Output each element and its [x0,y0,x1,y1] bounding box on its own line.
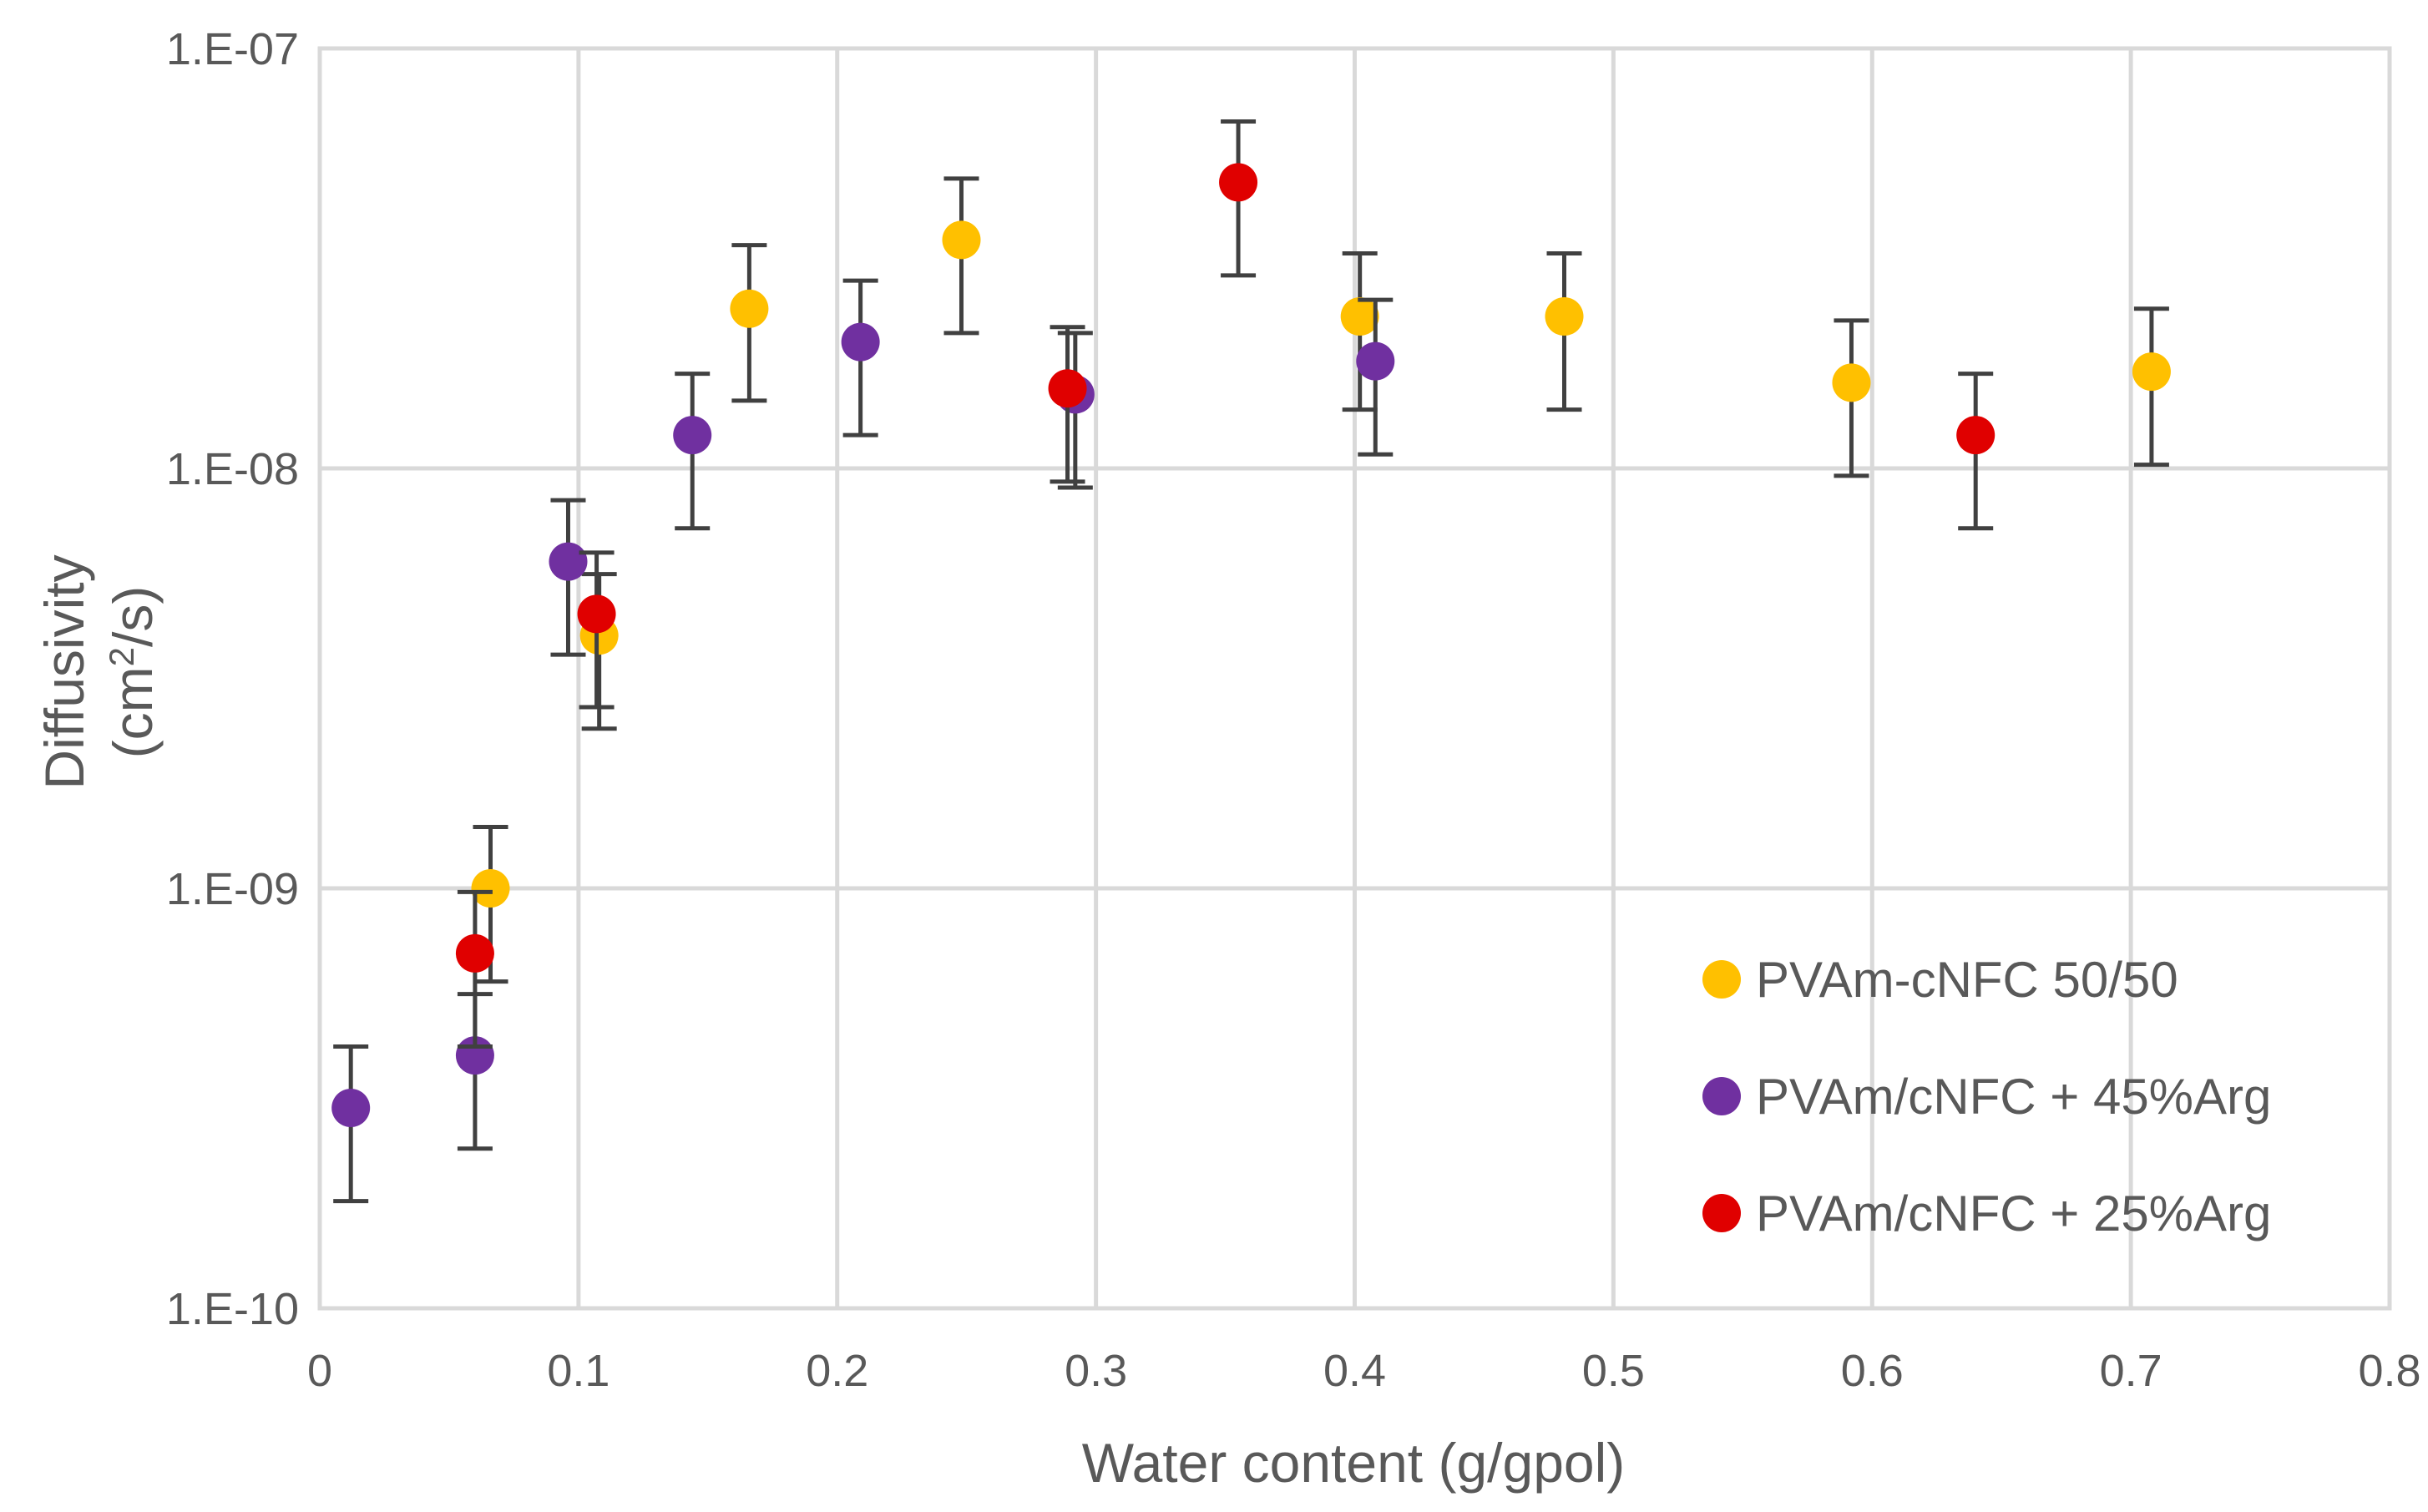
legend: PVAm-cNFC 50/50 PVAm/cNFC + 45%Arg PVAm/cN… [1702,952,2271,1241]
data-point [1956,416,1996,455]
legend-marker [1702,1194,1741,1232]
legend-item: PVAm/cNFC + 45%Arg [1702,1069,2271,1125]
data-point [1545,297,1584,336]
data-point [942,220,981,260]
y-tick-label: 1.E-08 [166,444,299,494]
y-axis-title: Diffusivity (cm2/s) [33,554,164,789]
data-point [841,322,880,362]
x-tick-label: 0.3 [1065,1346,1127,1396]
data-point [1219,163,1258,202]
legend-label: PVAm/cNFC + 25%Arg [1756,1186,2271,1241]
legend-item: PVAm/cNFC + 25%Arg [1702,1186,2271,1241]
x-tick-label: 0.2 [806,1346,868,1396]
y-axis-title-prefix: (cm [102,666,164,758]
data-point [1356,341,1395,381]
x-tick-label: 0.1 [547,1346,610,1396]
x-tick-label: 0.7 [2100,1346,2162,1396]
y-axis-title-line1: Diffusivity [33,554,95,789]
data-point [1832,363,1871,402]
legend-label: PVAm-cNFC 50/50 [1756,952,2178,1008]
y-axis-ticks: 1.E-10 1.E-09 1.E-08 1.E-07 [166,24,299,1334]
data-point [331,1089,371,1128]
y-tick-label: 1.E-10 [166,1284,299,1334]
data-point [455,933,494,973]
legend-label: PVAm/cNFC + 45%Arg [1756,1069,2271,1125]
x-tick-label: 0 [307,1346,332,1396]
y-tick-label: 1.E-07 [166,24,299,74]
x-axis-title: Water content (g/gpol) [1082,1432,1626,1494]
data-point [730,289,769,328]
legend-item: PVAm-cNFC 50/50 [1702,952,2178,1008]
y-axis-title-line2: (cm2/s) [102,586,164,759]
y-axis-title-suffix: /s) [102,586,164,647]
data-point [577,594,616,634]
x-axis-ticks: 0 0.1 0.2 0.3 0.4 0.5 0.6 0.7 0.8 [307,1346,2421,1396]
series-3 [455,119,1996,1049]
y-tick-label: 1.E-09 [166,864,299,914]
data-point [1048,369,1087,408]
x-tick-label: 0.6 [1841,1346,1904,1396]
x-tick-label: 0.4 [1323,1346,1386,1396]
data-point [549,542,588,581]
legend-marker [1702,1077,1741,1115]
data-point [1340,297,1379,336]
y-axis-title-superscript: 2 [102,647,141,666]
data-series [331,119,2171,1204]
legend-marker [1702,960,1741,999]
data-point [2132,352,2171,392]
x-tick-label: 0.8 [2358,1346,2420,1396]
x-tick-label: 0.5 [1582,1346,1645,1396]
plot-area-border [317,46,2392,1311]
data-point [471,869,510,908]
data-point [673,416,712,455]
